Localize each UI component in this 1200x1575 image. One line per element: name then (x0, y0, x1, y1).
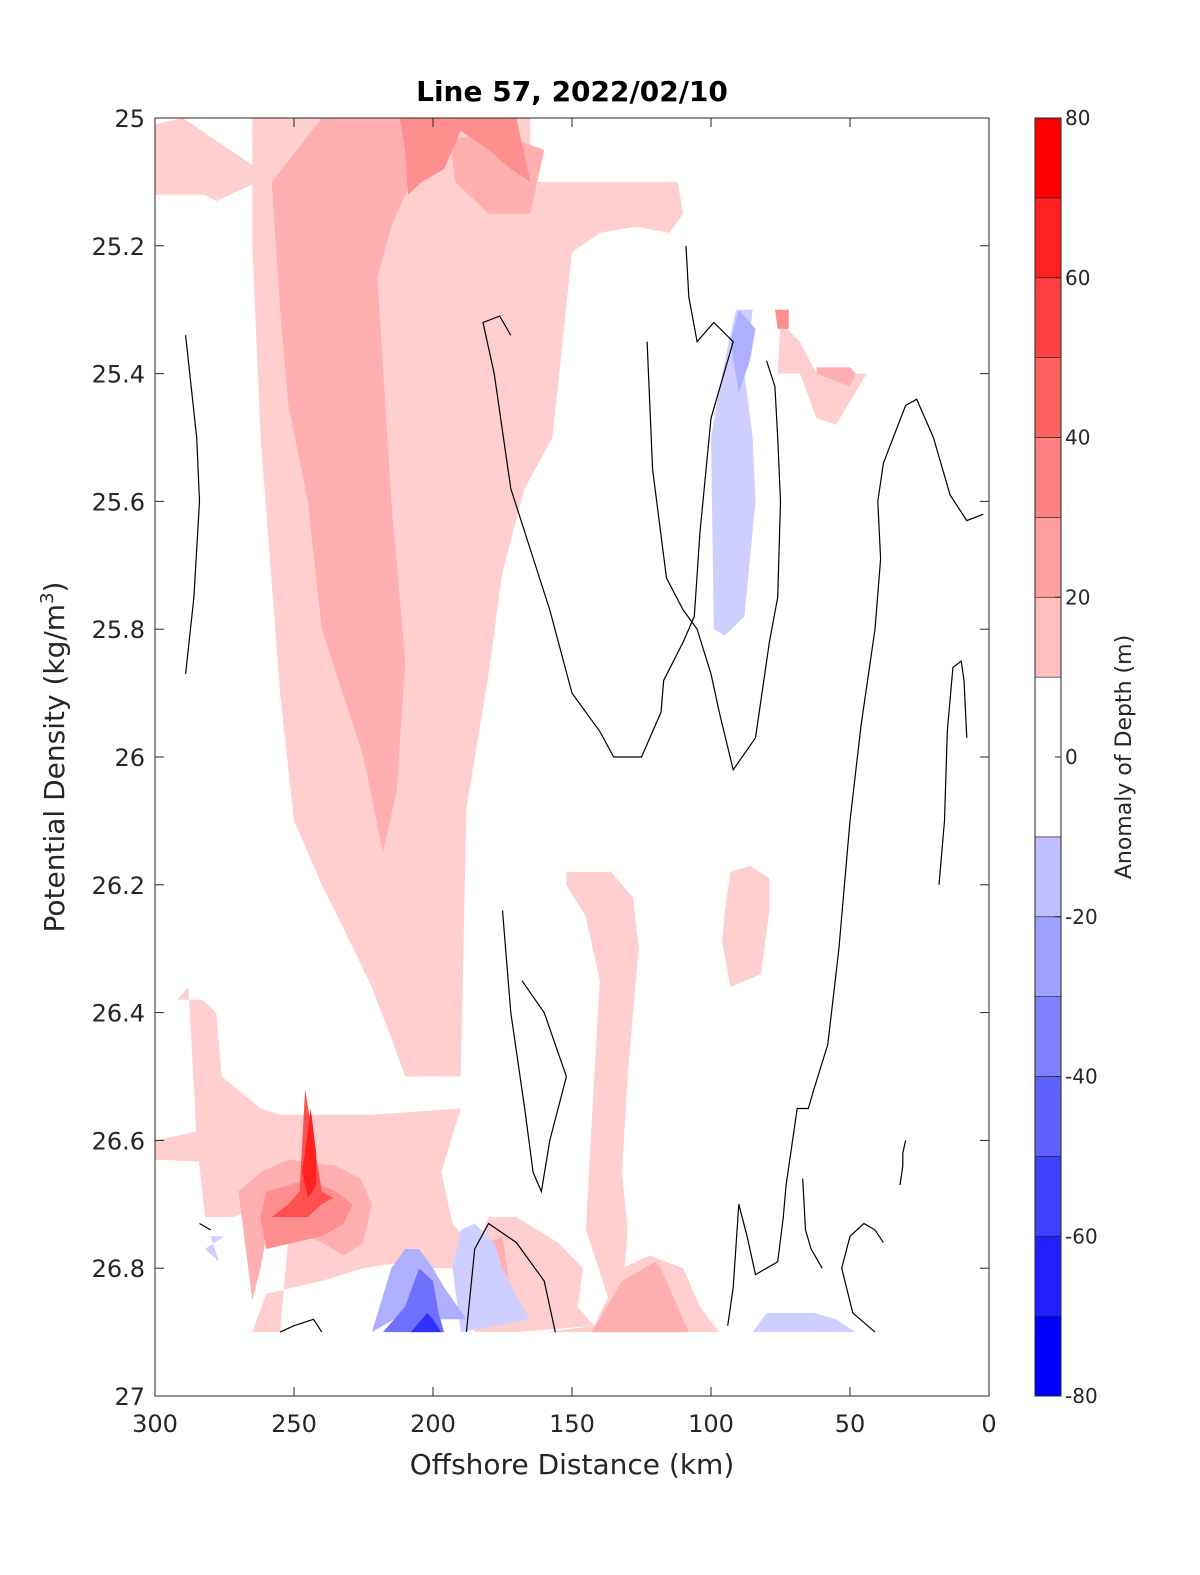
y-axis-title: Potential Density (kg/m3) (37, 582, 71, 933)
contour-region-17 (774, 309, 789, 329)
zero-contour-layer (185, 245, 984, 1333)
y-axis-title-main: Potential Density (kg/m (38, 604, 71, 933)
zero-contour-line-9 (899, 1140, 907, 1186)
zero-contour-line-6 (465, 1222, 556, 1333)
colorbar-tick-label: 20 (1065, 585, 1090, 609)
filled-contour-layer (155, 118, 867, 1333)
y-tick-label: 26.4 (92, 1000, 145, 1028)
colorbar-tick-label: -20 (1065, 905, 1098, 929)
zero-contour-line-5 (938, 660, 968, 885)
colorbar-tick-label: -80 (1065, 1384, 1098, 1408)
colorbar-tick-label: 80 (1065, 106, 1090, 130)
contour-region-6 (566, 872, 639, 1333)
contour-region-21 (452, 1223, 531, 1333)
x-tick-label: 250 (271, 1410, 317, 1438)
y-axis-title-close: ) (38, 582, 71, 593)
y-tick-label: 25.2 (92, 233, 145, 261)
colorbar-band (1034, 596, 1062, 678)
y-axis: 25 25.2 25.4 25.6 25.8 26 26.2 26.4 26.6 26.8 27 (92, 105, 989, 1411)
colorbar-band (1034, 1076, 1062, 1157)
x-tick-label: 200 (410, 1410, 456, 1438)
colorbar-band (1034, 117, 1062, 199)
zero-contour-line-8 (199, 1222, 211, 1231)
zero-contour-line-0 (185, 335, 201, 674)
colorbar-band (1034, 517, 1062, 598)
zero-contour-line-11 (279, 1318, 323, 1333)
contour-region-27 (410, 1312, 442, 1333)
y-tick-label: 25 (114, 105, 145, 133)
colorbar-band (1034, 357, 1062, 438)
contour-region-7 (722, 865, 770, 987)
contour-region-3 (177, 987, 489, 1333)
colorbar-tick-label: 60 (1065, 266, 1090, 290)
contour-region-23 (205, 1236, 225, 1262)
colorbar-tick-label: 40 (1065, 426, 1090, 450)
contour-region-19 (302, 1108, 317, 1198)
colorbar-band (1034, 1315, 1062, 1397)
colorbar-tick-label: -40 (1065, 1065, 1098, 1089)
colorbar-band (1034, 277, 1062, 358)
zero-contour-line-2 (646, 341, 782, 772)
contour-region-14 (399, 118, 531, 195)
y-tick-label: 26.8 (92, 1255, 145, 1283)
zero-contour-line-3 (727, 398, 984, 1326)
x-axis: 300 250 200 150 100 50 0 (132, 118, 997, 1438)
plot-area: 300 250 200 150 100 50 0 2525.225.425.625.8262… (92, 105, 997, 1438)
colorbar-band (1034, 1235, 1062, 1317)
x-tick-label: 150 (549, 1410, 595, 1438)
contour-region-0 (155, 118, 278, 202)
colorbar-band (1034, 197, 1062, 279)
x-tick-label: 100 (688, 1410, 734, 1438)
colorbar-band (1034, 437, 1062, 518)
contour-region-20 (711, 309, 756, 636)
contour-region-11 (591, 1261, 689, 1333)
zero-contour-line-1 (482, 245, 734, 758)
zero-contour-line-10 (841, 1222, 884, 1333)
colorbar-ticks: -80 -60 -40 -20 0 20 40 60 80 (1055, 106, 1098, 1408)
y-tick-label: 27 (114, 1383, 145, 1411)
contour-region-22 (752, 1312, 856, 1333)
y-axis-title-superscript: 3 (37, 592, 58, 603)
contour-region-9 (271, 118, 545, 853)
contour-region-13 (816, 367, 856, 387)
contour-region-25 (730, 309, 756, 393)
y-tick-label: 26.6 (92, 1127, 145, 1155)
zero-contour-line-7 (501, 910, 568, 1194)
y-tick-label: 25.6 (92, 488, 145, 516)
y-tick-label: 26 (114, 744, 145, 772)
colorbar-band (1034, 996, 1062, 1077)
y-tick-label: 25.4 (92, 361, 145, 389)
colorbar-title: Anomaly of Depth (m) (1112, 635, 1137, 879)
contour-region-18 (271, 1089, 333, 1218)
zero-contour-line-4 (802, 1178, 823, 1269)
colorbar-tick-label: 0 (1065, 745, 1078, 769)
x-tick-label: 300 (132, 1410, 178, 1438)
x-axis-title: Offshore Distance (km) (410, 1448, 735, 1481)
colorbar-tick-label: -60 (1065, 1224, 1098, 1248)
chart-title: Line 57, 2022/02/10 (416, 75, 728, 108)
colorbar-band (1034, 1156, 1062, 1237)
colorbar: -80 -60 -40 -20 0 20 40 60 80 (1034, 106, 1098, 1408)
colorbar-band (1034, 836, 1062, 918)
contour-region-10 (460, 1236, 517, 1333)
colorbar-band (1034, 916, 1062, 997)
y-tick-label: 25.8 (92, 616, 145, 644)
colorbar-bands (1034, 117, 1062, 1397)
x-tick-label: 50 (835, 1410, 866, 1438)
y-tick-label: 26.2 (92, 872, 145, 900)
x-tick-label: 0 (981, 1410, 996, 1438)
